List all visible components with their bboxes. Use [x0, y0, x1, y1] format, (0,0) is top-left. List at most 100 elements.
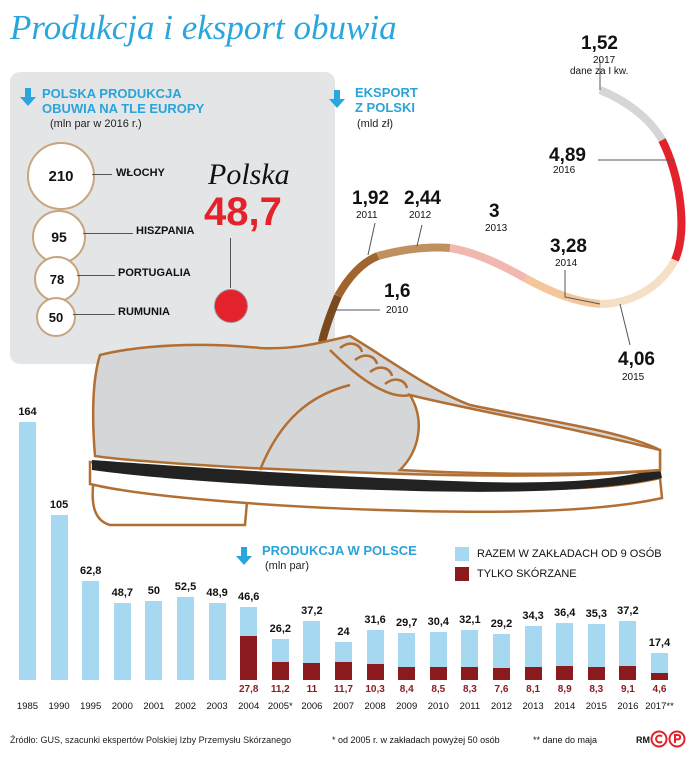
- legend-label-leather: TYLKO SKÓRZANE: [477, 568, 577, 580]
- bar-value-label: 46,6: [237, 590, 260, 603]
- country-circle-italy: 210: [27, 142, 95, 210]
- export-year-2014: 2014: [555, 258, 578, 269]
- bar-total: [619, 621, 637, 680]
- bar-value-label: 29,7: [395, 617, 418, 630]
- country-circle-portugal: 78: [34, 256, 80, 302]
- bar-leather-label: 27,8: [238, 684, 259, 695]
- bar-value-label: 48,9: [206, 587, 228, 600]
- footnote-2017: ** dane do maja: [533, 735, 598, 745]
- country-circle-spain: 95: [32, 210, 86, 264]
- bar-total: [524, 626, 542, 680]
- export-curve: [318, 86, 686, 343]
- bar-year-label: 2007: [332, 701, 355, 712]
- bar-value-label: 31,6: [364, 614, 386, 627]
- poland-leader: [230, 238, 231, 288]
- footnote-2005: * od 2005 r. w zakładach powyżej 50 osób: [332, 735, 500, 745]
- legend-label-total: RAZEM W ZAKŁADACH OD 9 OSÓB: [477, 548, 662, 560]
- bar-year-label: 2011: [459, 701, 481, 712]
- leader-line: [73, 314, 115, 315]
- country-name-spain: HISZPANIA: [136, 225, 195, 237]
- bar-value-label: 29,2: [490, 618, 513, 631]
- bar-year-label: 2002: [174, 701, 197, 712]
- bar-value-label: 35,3: [585, 608, 607, 621]
- europe-title-line2: OBUWIA NA TLE EUROPY: [42, 101, 205, 116]
- legend-swatch-total: [455, 547, 469, 561]
- bar-year-label: 2006: [301, 701, 323, 712]
- export-year-2010: 2010: [386, 305, 409, 316]
- production-title: PRODUKCJA W POLSCE: [262, 543, 417, 558]
- bar-total: [82, 581, 100, 680]
- bar-year-label: 2013: [522, 701, 544, 712]
- bar-value-label: 52,5: [174, 581, 197, 594]
- export-value-2013: 3: [489, 201, 500, 222]
- bar-total: [50, 514, 68, 680]
- export-value-2010: 1,6: [384, 281, 411, 302]
- copyright-logo-icon: [650, 730, 686, 748]
- bar-value-label: 48,7: [111, 587, 133, 600]
- legend-swatch-leather: [455, 567, 469, 581]
- europe-unit: (mln par w 2016 r.): [50, 118, 142, 130]
- arrow-down-icon: [236, 547, 252, 565]
- bar-total: [556, 622, 574, 680]
- bar-year-label: 1995: [80, 701, 102, 712]
- export-year-2012: 2012: [409, 210, 432, 221]
- poland-label: Polska: [208, 158, 290, 191]
- bar-year-label: 1990: [48, 701, 70, 712]
- bar-year-label: 2008: [364, 701, 386, 712]
- bar-total: [19, 422, 36, 680]
- bar-year-label: 2010: [427, 701, 449, 712]
- bar-year-label: 2001: [143, 701, 165, 712]
- bar-total: [113, 603, 131, 680]
- bar-leather: [524, 667, 542, 680]
- bar-leather: [398, 666, 416, 680]
- bar-value-label: 37,2: [301, 605, 323, 618]
- bar-leather-label: 8,1: [526, 684, 541, 695]
- bar-leather: [493, 668, 510, 680]
- bar-value-label: 17,4: [648, 636, 671, 649]
- bar-year-label: 2004: [238, 701, 260, 712]
- production-unit: (mln par): [265, 560, 310, 572]
- bar-total: [145, 601, 163, 680]
- bar-leather: [335, 661, 352, 680]
- bar-year-label: 2016: [617, 701, 639, 712]
- bar-leather-label: 10,3: [365, 684, 385, 695]
- bar-value-label: 30,4: [427, 616, 449, 629]
- bar-year-label: 2015: [585, 701, 607, 712]
- country-name-portugal: PORTUGALIA: [118, 267, 191, 279]
- bar-leather-label: 8,3: [589, 684, 604, 695]
- poland-value: 48,7: [204, 190, 282, 234]
- bar-year-label: 2003: [206, 701, 228, 712]
- export-title-line1: EKSPORT: [355, 85, 418, 100]
- export-year-2016: 2016: [553, 165, 576, 176]
- export-note-2017: dane za I kw.: [570, 66, 629, 77]
- bar-total: [177, 597, 194, 680]
- bar-year-label: 2000: [111, 701, 133, 712]
- leader-line: [83, 233, 133, 234]
- bar-value-label: 34,3: [522, 610, 544, 623]
- export-year-2011: 2011: [356, 210, 378, 221]
- bar-value-label: 105: [49, 498, 69, 511]
- bar-leather: [303, 662, 321, 680]
- country-name-italy: WŁOCHY: [116, 167, 165, 179]
- bar-leather: [271, 662, 289, 680]
- bar-value-label: 32,1: [459, 613, 481, 626]
- bar-leather-label: 4,6: [652, 684, 667, 695]
- bar-total: [587, 624, 605, 680]
- export-value-2015: 4,06: [618, 349, 655, 370]
- europe-title-line1: POLSKA PRODUKCJA: [42, 86, 182, 101]
- export-value-2014: 3,28: [550, 236, 587, 257]
- bar-value-label: 164: [18, 406, 37, 418]
- bar-leather: [240, 636, 258, 680]
- bar-leather: [429, 666, 447, 680]
- export-value-2011: 1,92: [352, 188, 389, 209]
- bar-leather: [461, 666, 479, 680]
- leader-line: [77, 275, 115, 276]
- bar-leather-label: 11,7: [334, 684, 353, 695]
- bar-value-label: 50: [147, 585, 161, 598]
- bar-value-label: 26,2: [269, 622, 291, 635]
- export-unit: (mld zł): [357, 118, 394, 130]
- bar-year-label: 2009: [396, 701, 418, 712]
- bar-leather-label: 11: [306, 684, 318, 695]
- bar-year-label: 2014: [554, 701, 576, 712]
